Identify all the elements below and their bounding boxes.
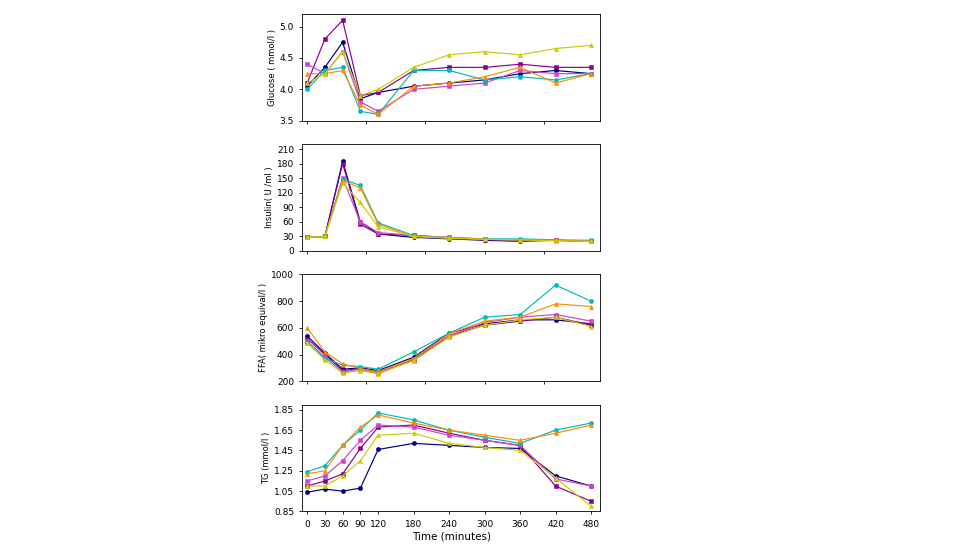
X-axis label: Time (minutes): Time (minutes) (412, 532, 491, 542)
Y-axis label: TG (mmol/l ): TG (mmol/l ) (262, 432, 271, 484)
Y-axis label: FFA( mikro equival/l ): FFA( mikro equival/l ) (259, 283, 268, 372)
Y-axis label: Glucose ( mmol/l ): Glucose ( mmol/l ) (268, 29, 276, 106)
Y-axis label: Insulin( U /ml ): Insulin( U /ml ) (265, 167, 274, 229)
